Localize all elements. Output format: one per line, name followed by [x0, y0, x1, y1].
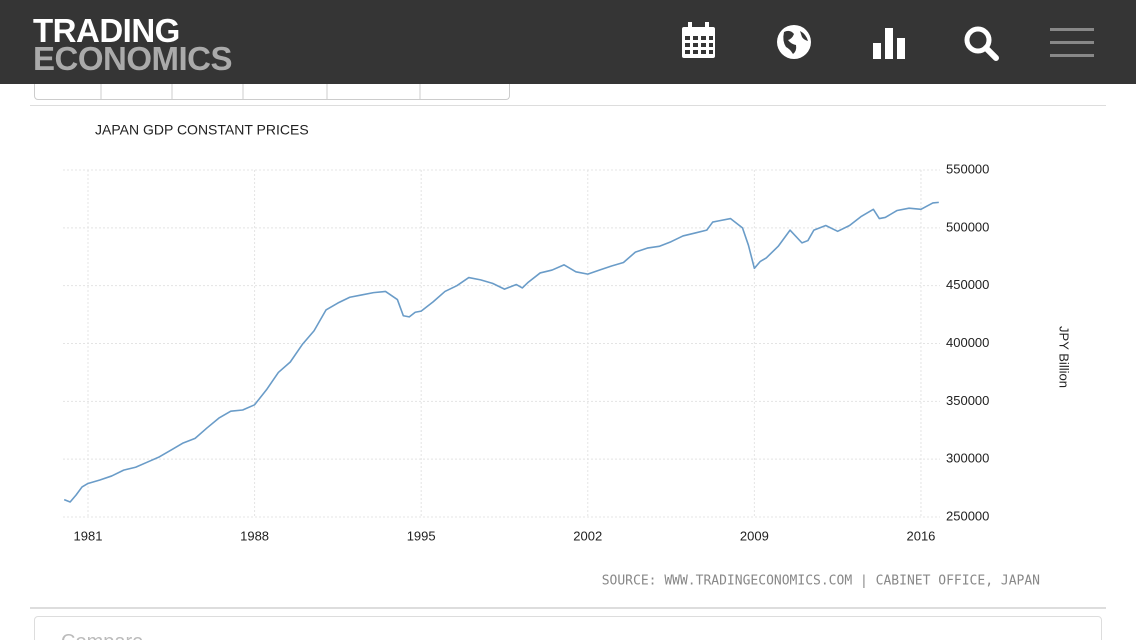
chart-icon[interactable]	[873, 28, 905, 59]
y-tick-label: 550000	[946, 161, 989, 176]
y-axis-label: JPY Billion	[1057, 326, 1072, 388]
tab-dividers	[100, 84, 421, 99]
divider	[30, 607, 1106, 609]
y-tick-label: 500000	[946, 219, 989, 234]
divider	[30, 105, 1106, 106]
source: SOURCE: WWW.TRADINGECONOMICS.COM | CABIN…	[602, 574, 1040, 589]
calendar-icon[interactable]	[682, 22, 715, 58]
x-tick-label: 2016	[906, 528, 935, 543]
menu-icon[interactable]	[1050, 28, 1094, 57]
logo-top[interactable]: TRADING	[33, 12, 180, 49]
x-tick-label: 1995	[407, 528, 436, 543]
compare-panel: Compare	[34, 616, 1102, 640]
header-icons	[682, 22, 1094, 61]
y-tick-label: 400000	[946, 335, 989, 350]
y-tick-label: 450000	[946, 277, 989, 292]
compare-title: Compare	[61, 631, 143, 640]
x-tick-label: 2009	[740, 528, 769, 543]
y-tick-label: 250000	[946, 508, 989, 523]
x-tick-label: 1988	[240, 528, 269, 543]
data-line	[63, 201, 939, 503]
y-tick-label: 350000	[946, 393, 989, 408]
chart-title: JAPAN GDP CONSTANT PRICES	[95, 122, 309, 138]
globe-icon[interactable]	[777, 25, 811, 59]
tabs	[34, 84, 510, 100]
header: TRADING ECONOMICS	[0, 0, 1136, 84]
y-tick-label: 300000	[946, 451, 989, 466]
x-tick-label: 2002	[573, 528, 602, 543]
x-tick-label: 1981	[74, 528, 103, 543]
logo-bottom[interactable]: ECONOMICS	[33, 40, 233, 77]
search-icon[interactable]	[964, 26, 999, 61]
